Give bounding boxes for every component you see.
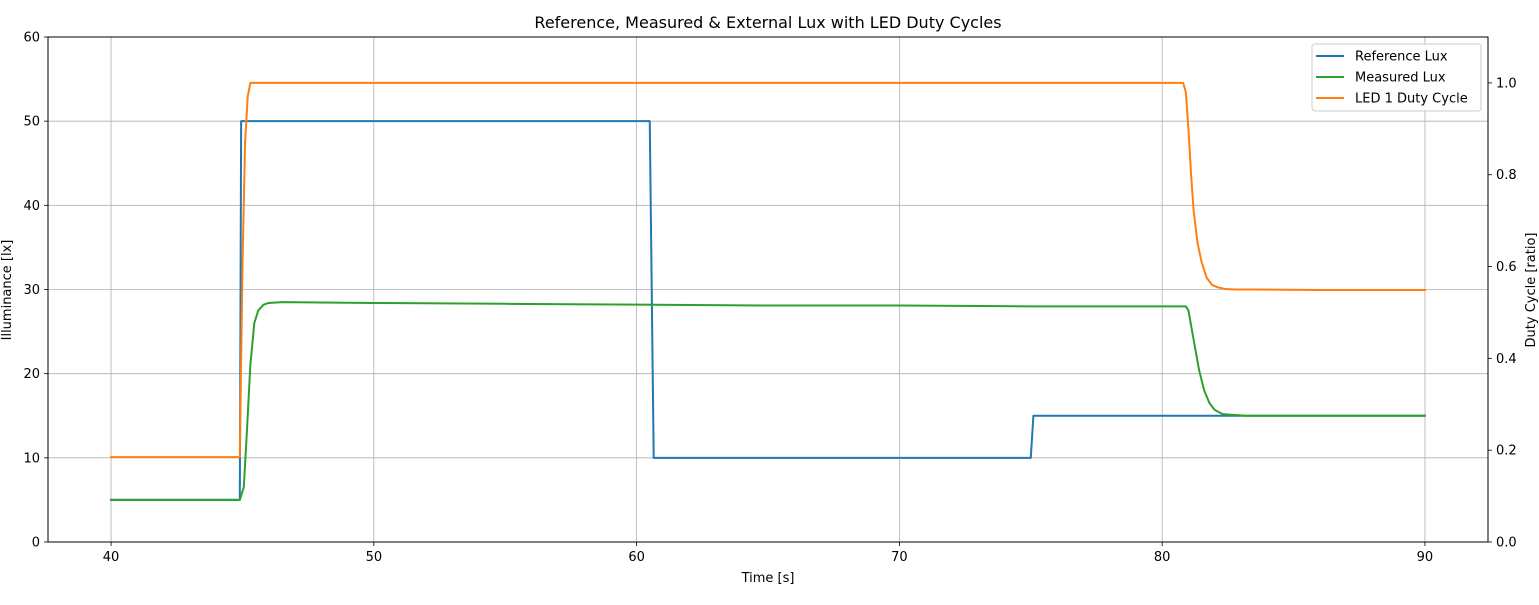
series-line-reference-lux xyxy=(110,120,1426,501)
legend-label: LED 1 Duty Cycle xyxy=(1355,92,1468,107)
series-layer xyxy=(110,81,1426,501)
series-line-measured-lux xyxy=(110,301,1426,501)
y2-tick-label: 0.8 xyxy=(1496,168,1517,183)
x-tick-label: 50 xyxy=(366,550,383,565)
y-tick-label: 40 xyxy=(23,199,40,214)
x-tick-label: 70 xyxy=(891,550,908,565)
y-tick-label: 50 xyxy=(23,115,40,130)
legend: Reference Lux Measured Lux LED 1 Duty Cycl… xyxy=(1311,43,1482,112)
y-axis-title: Illuminance [lx] xyxy=(0,240,15,341)
y2-tick-label: 0.6 xyxy=(1496,260,1517,275)
legend-box xyxy=(1311,43,1482,112)
y2-axis-title: Duty Cycle [ratio] xyxy=(1524,233,1539,348)
x-tick-label: 60 xyxy=(628,550,645,565)
x-tick-label: 40 xyxy=(103,550,120,565)
y-tick-label: 30 xyxy=(23,283,40,298)
y2-tick-label: 0.2 xyxy=(1496,444,1517,459)
legend-label: Reference Lux xyxy=(1355,50,1448,65)
y-tick-label: 0 xyxy=(32,536,40,551)
y2-tick-label: 0.4 xyxy=(1496,352,1517,367)
series-line-led-1-duty-cycle xyxy=(110,81,1426,459)
y2-tick-label: 1.0 xyxy=(1496,76,1517,91)
x-tick-label: 90 xyxy=(1417,550,1434,565)
legend-label: Measured Lux xyxy=(1355,71,1446,86)
x-tick-label: 80 xyxy=(1154,550,1171,565)
y-tick-label: 10 xyxy=(23,451,40,466)
y2-tick-label: 0.0 xyxy=(1496,536,1517,551)
chart-title: Reference, Measured & External Lux with … xyxy=(534,13,1001,32)
x-axis-title: Time [s] xyxy=(741,571,795,586)
y-tick-label: 60 xyxy=(23,31,40,46)
y-tick-label: 20 xyxy=(23,367,40,382)
ticks-layer: 40 50 60 70 80 90 0 10 20 30 40 50 60 0.0 0.2 0.4 0.6 0.8… xyxy=(23,31,1516,566)
